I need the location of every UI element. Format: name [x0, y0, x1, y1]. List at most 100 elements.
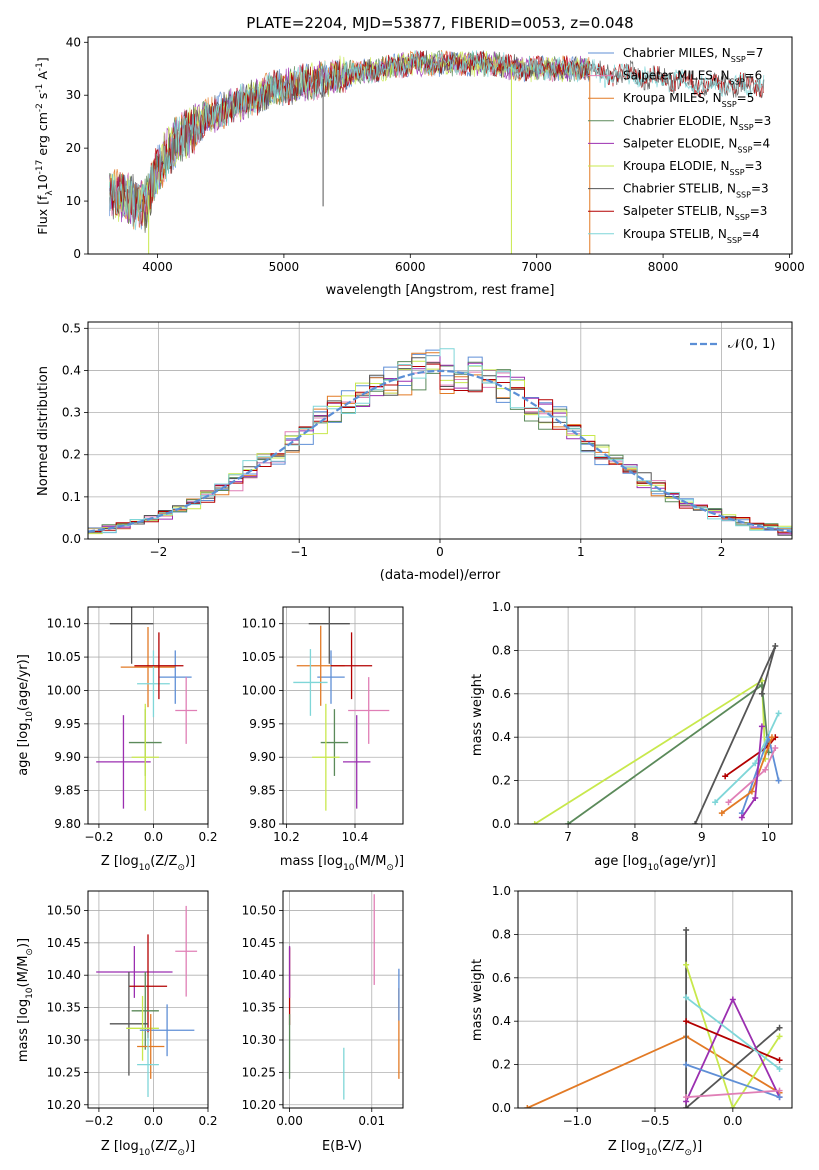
- legend-sub: SSP: [736, 190, 751, 199]
- weight-marker: [692, 821, 699, 824]
- y-axis-label: mass weight: [470, 959, 485, 1041]
- gridlines: [518, 606, 792, 825]
- y-tick-label: 10.30: [47, 1033, 81, 1047]
- label-part: (M/M: [16, 956, 31, 988]
- histogram-salpeter_stelib: [88, 363, 792, 533]
- y-tick-label: 10: [66, 194, 81, 208]
- weight-marker: [748, 788, 755, 795]
- label-part: mass [log: [280, 854, 343, 869]
- legend-count: =3: [750, 204, 768, 218]
- weight-marker: [758, 690, 765, 697]
- label-part: age [log: [594, 854, 647, 869]
- legend-label: Salpeter ELODIE, N: [623, 136, 737, 150]
- gridlines: [283, 891, 403, 1108]
- weight-marker: [531, 821, 538, 824]
- label-part: ]: [35, 57, 50, 62]
- y-tick-label: 9.95: [54, 717, 81, 731]
- x-axis-label: age [log10(age/yr)]: [594, 854, 716, 873]
- label-part: A: [35, 71, 50, 84]
- y-tick-label: 10.35: [242, 1001, 276, 1015]
- y-tick-label: 0.6: [492, 687, 511, 701]
- x-tick-label: 4000: [142, 260, 173, 274]
- legend-entry: Kroupa STELIB, NSSP=4: [623, 227, 760, 245]
- weight-marker: [565, 821, 572, 824]
- weight-marker: [683, 1061, 690, 1068]
- weight-marker: [683, 961, 690, 968]
- spectrum-line-kroupa_stelib: [109, 50, 765, 231]
- legend-sub: SSP: [730, 77, 745, 86]
- weight-marker: [683, 1105, 690, 1108]
- x-tick-label: 9: [698, 830, 706, 844]
- x-axis-label: Z [log10(Z/Z⊙)]: [608, 1139, 702, 1158]
- y-tick-label: 0.8: [492, 643, 511, 657]
- legend-label: Chabrier ELODIE, N: [623, 114, 739, 128]
- x-tick-label: 0: [436, 545, 444, 559]
- axes-frame: [517, 606, 793, 825]
- x-tick-label: 5000: [269, 260, 300, 274]
- plot-area: [96, 607, 198, 811]
- weight-marker: [729, 996, 736, 1003]
- legend-count: =3: [745, 159, 763, 173]
- x-tick-label: 7: [564, 830, 572, 844]
- legend-entry: Chabrier STELIB, NSSP=3: [623, 182, 769, 200]
- plot-area: [88, 348, 792, 536]
- axes-residual-histogram: −2 −1 0 1 2 0.0 0.1 0.2 0.3 0.4 0.5 𝒩(0, 1) (data-mo…: [36, 321, 793, 583]
- label-part: -17: [35, 160, 45, 175]
- plot-area: [293, 607, 390, 811]
- legend-sub: SSP: [722, 100, 737, 109]
- label-part: -2: [35, 103, 45, 112]
- label-part: ⊙: [684, 1148, 692, 1158]
- weight-line-kroupa_miles: [526, 1035, 780, 1108]
- y-axis-label: mass weight: [470, 674, 485, 756]
- x-tick-label: 10.4: [342, 830, 369, 844]
- x-axis-label: wavelength [Angstrom, rest frame]: [326, 283, 555, 298]
- y-tick-label: 10.50: [47, 903, 81, 917]
- plot-area: [96, 905, 198, 1097]
- legend-entry: Salpeter STELIB, NSSP=3: [623, 204, 767, 222]
- x-tick-label: 8000: [648, 260, 679, 274]
- x-tick-label: −0.5: [640, 1114, 669, 1128]
- weight-marker: [776, 1033, 783, 1040]
- x-tick-label: 8: [631, 830, 639, 844]
- y-tick-label: 0.4: [492, 1014, 511, 1028]
- weight-marker: [752, 794, 759, 801]
- label-part: s: [35, 93, 50, 104]
- label-part: λ: [45, 190, 55, 196]
- weight-line-salpeter_miles: [686, 1089, 780, 1099]
- legend-sub: SSP: [730, 168, 745, 177]
- y-tick-label: 10.05: [47, 650, 81, 664]
- y-tick-label: 10.00: [47, 683, 81, 697]
- weight-marker: [776, 1057, 783, 1064]
- weight-marker: [683, 1094, 690, 1101]
- label-part: )]: [185, 1139, 195, 1154]
- weight-marker: [775, 710, 782, 717]
- x-tick-label: 9000: [774, 260, 805, 274]
- x-tick-label: 6000: [395, 260, 426, 274]
- y-tick-label: 9.80: [54, 817, 81, 831]
- label-part: )]: [16, 938, 31, 948]
- label-part: 10: [343, 863, 355, 873]
- y-tick-label: 10.10: [242, 617, 276, 631]
- y-axis-label: age [log10(age/yr)]: [16, 654, 35, 776]
- legend-count: =7: [746, 46, 764, 60]
- legend-count: =3: [754, 114, 772, 128]
- y-tick-label: 1.0: [492, 600, 511, 614]
- x-tick-label: 10: [761, 830, 776, 844]
- legend-entry: 𝒩(0, 1): [728, 337, 775, 352]
- legend-sub: SSP: [735, 213, 750, 222]
- y-tick-label: 10.00: [242, 683, 276, 697]
- y-tick-label: 10.45: [242, 936, 276, 950]
- label-part: )]: [692, 1139, 702, 1154]
- plot-area: [109, 49, 765, 254]
- weight-line-kroupa_stelib: [685, 996, 781, 1070]
- y-tick-label: 0.3: [62, 406, 81, 420]
- y-axis-label: Normed distribution: [36, 366, 51, 496]
- histogram-salpeter_elodie: [88, 355, 792, 535]
- label-part: 10: [35, 174, 50, 190]
- weight-line-chabrier_elodie: [567, 683, 770, 824]
- x-tick-label: −1.0: [563, 1114, 592, 1128]
- axes-frame: [517, 890, 793, 1109]
- x-axis-label: Z [log10(Z/Z⊙)]: [101, 1139, 195, 1158]
